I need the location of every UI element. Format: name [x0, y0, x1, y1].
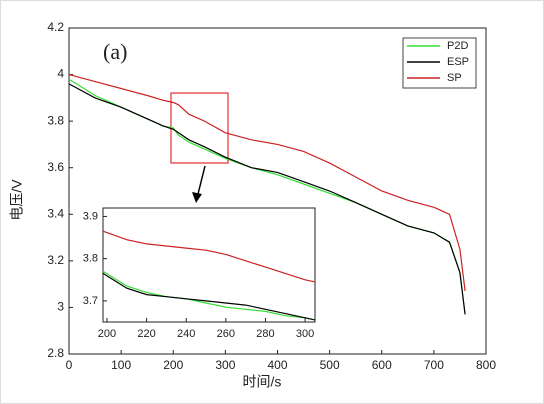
y-tick-label: 4.2: [47, 20, 64, 34]
legend-label: SP: [447, 72, 462, 84]
y-tick-label: 3.7: [83, 295, 98, 307]
y-tick-label: 3.4: [47, 206, 64, 220]
x-tick-label: 100: [111, 358, 131, 372]
x-tick-label: 240: [177, 328, 195, 340]
line-series: [68, 83, 466, 315]
x-tick-label: 300: [296, 328, 314, 340]
inset-plot-area: [102, 207, 316, 323]
arrow: [196, 165, 206, 199]
y-tick-label: 3.8: [83, 253, 98, 265]
x-tick-label: 300: [215, 358, 235, 372]
y-axis-label: 电压/V: [9, 179, 25, 221]
x-tick-label: 0: [66, 358, 73, 372]
line-series: [102, 230, 316, 283]
x-tick-label: 220: [137, 328, 155, 340]
y-tick-label: 2.8: [47, 346, 64, 360]
x-tick-label: 700: [424, 358, 444, 372]
line-series: [102, 272, 316, 321]
y-tick-label: 3: [57, 300, 64, 314]
line-series: [68, 74, 466, 292]
arrow-head: [192, 192, 202, 203]
x-tick-label: 280: [256, 328, 274, 340]
legend-label: ESP: [447, 56, 469, 68]
x-tick-label: 400: [267, 358, 287, 372]
y-tick-label: 3.6: [47, 160, 64, 174]
inset: 3.7 3.8 3.9 200 220 240 260 280 300: [83, 207, 316, 340]
x-tick-label: 600: [372, 358, 392, 372]
y-tick-label: 3.8: [47, 113, 64, 127]
legend-label: P2D: [447, 40, 468, 52]
y-tick-label: 3.9: [83, 210, 98, 222]
x-tick-label: 800: [476, 358, 496, 372]
x-tick-label: 500: [320, 358, 340, 372]
x-tick-label: 260: [217, 328, 235, 340]
x-tick-label: 200: [98, 328, 116, 340]
y-tick-label: 4: [57, 67, 64, 81]
y-tick-label: 3.2: [47, 253, 64, 267]
x-axis-label: 时间/s: [243, 374, 282, 390]
x-tick-label: 200: [163, 358, 183, 372]
annotation: (a): [103, 39, 127, 64]
line-series: [102, 270, 316, 321]
